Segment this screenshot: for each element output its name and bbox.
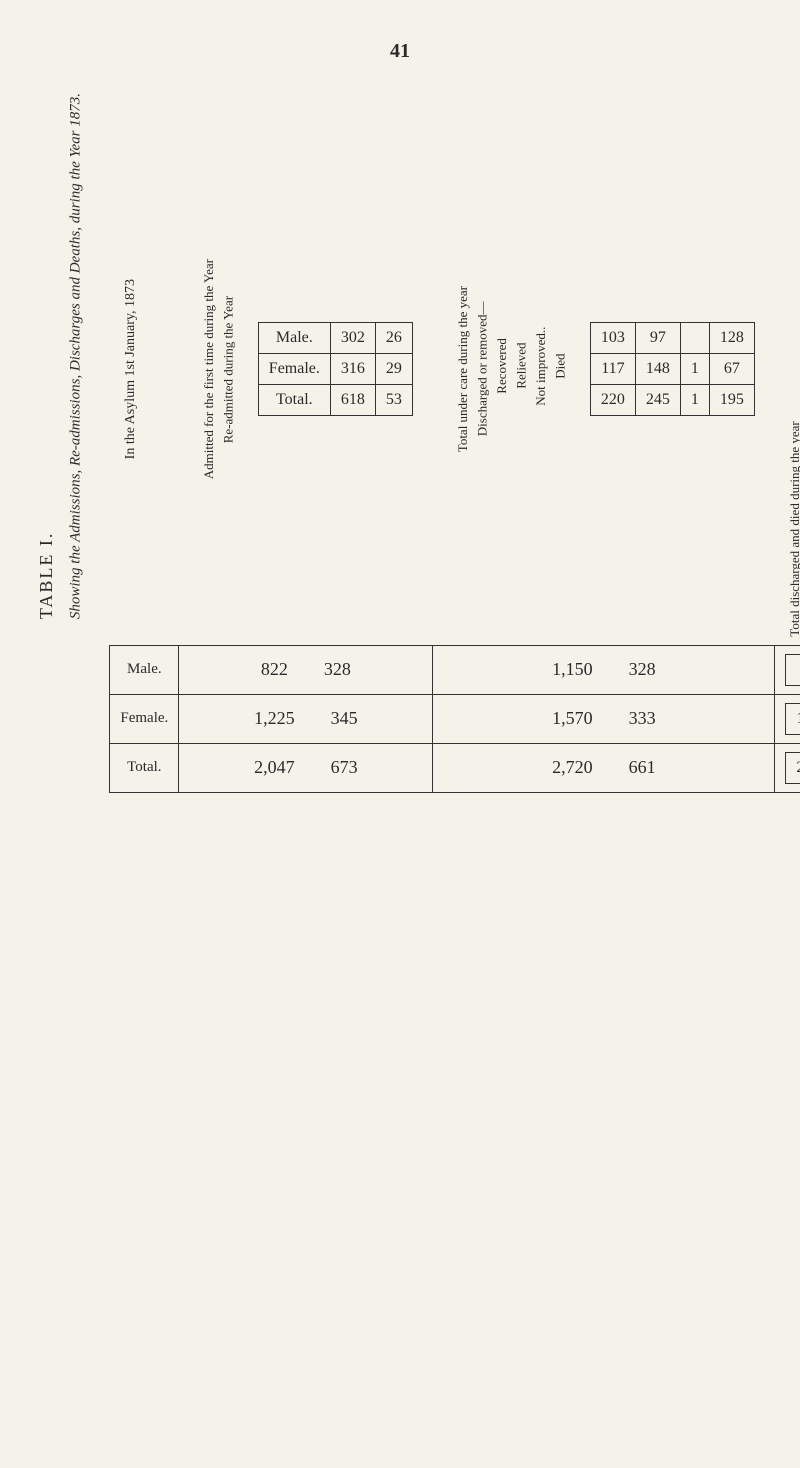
data-cell: 1,237 1,238 [775,694,800,743]
inner-header-total: Total. [258,384,330,415]
header-male: Male. [110,645,179,694]
table-title: TABLE I. [30,93,62,619]
discharge-cell: 128 [709,322,754,353]
data-cell: 2,720 661 [433,743,775,792]
data-cell: 822 328 [179,645,433,694]
inner-header-female: Female. [258,353,330,384]
inner-cell: 26 [375,322,412,353]
total-row: Total. 2,047 673 2,720 661 2,059 [110,743,800,792]
discharge-cell: 1 [680,384,709,415]
data-cell: 1,225 345 [179,694,433,743]
discharge-cell: 148 [635,353,680,384]
page-number: 41 [30,40,770,63]
inner-cell: 29 [375,353,412,384]
header-total: Total. [110,743,179,792]
data-cell: 822 822 [775,645,800,694]
table-subtitle: Showing the Admissions, Re-admissions, D… [62,93,89,619]
data-table: In the Asylum 1st January, 1873 Admitted… [109,93,800,793]
male-row: Male. 822 328 1,150 328 822 8 [110,645,800,694]
data-cell: 1,237 [786,703,800,734]
discharge-cell: 220 [590,384,635,415]
data-cell: 2,047 673 [179,743,433,792]
inner-cell: 316 [330,353,375,384]
final-labels: Total discharged and died during the yea… [785,101,800,637]
header-female: Female. [110,694,179,743]
data-cell: 1,150 328 [433,645,775,694]
discharge-inner: Total under care during the year Dischar… [443,280,765,458]
female-row: Female. 1,225 345 1,570 333 1,237 [110,694,800,743]
discharge-cell: 195 [709,384,754,415]
discharge-labels: Total under care during the year Dischar… [453,286,570,452]
data-cell: 822 [786,654,800,685]
discharge-cell: 117 [590,353,635,384]
row-label: In the Asylum 1st January, 1873 [120,279,141,459]
discharge-cell: 245 [635,384,680,415]
main-table: In the Asylum 1st January, 1873 Admitted… [109,93,800,793]
discharge-cell: 67 [709,353,754,384]
side-labels: TABLE I. Showing the Admissions, Re-admi… [30,93,89,699]
table-container: TABLE I. Showing the Admissions, Re-admi… [30,93,770,793]
table-row: In the Asylum 1st January, 1873 Admitted… [110,93,800,645]
inner-table: Admitted for the first time during the Y… [189,253,423,485]
discharge-cell: 1 [680,353,709,384]
data-cell: 2,059 2,060 [775,743,800,792]
discharge-cell: 103 [590,322,635,353]
inner-cell: 302 [330,322,375,353]
inner-header-male: Male. [258,322,330,353]
data-cell: 1,570 333 [433,694,775,743]
data-cell: 2,059 [786,752,800,783]
inner-cell: 618 [330,384,375,415]
inner-cell: 53 [375,384,412,415]
discharge-cell [680,322,709,353]
inner-label: Admitted for the first time during the Y… [199,259,238,479]
discharge-cell: 97 [635,322,680,353]
